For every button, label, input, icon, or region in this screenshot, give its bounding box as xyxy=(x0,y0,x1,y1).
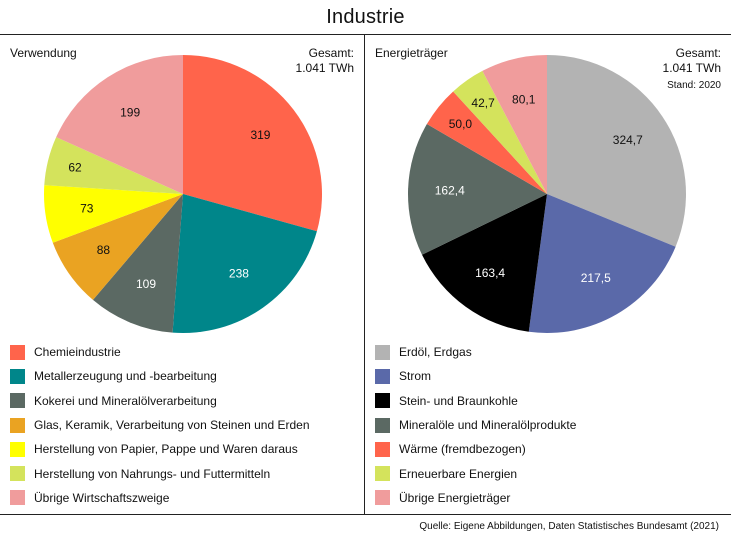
total-box: Gesamt: 1.041 TWh Stand: 2020 xyxy=(663,46,721,93)
pie-slice-erneuerbare-energien xyxy=(453,70,547,194)
total-value: 1.041 TWh xyxy=(662,61,721,75)
legend-swatch xyxy=(10,441,25,457)
legend-swatch xyxy=(375,490,390,506)
legend-item-erneuerbare-energien: Erneuerbare Energien xyxy=(375,461,576,485)
pie-slice-metallerzeugung-und-bearbeitung xyxy=(172,194,317,333)
legend-item-chemieindustrie: Chemieindustrie xyxy=(10,340,310,364)
pie-chart-verwendung: 319 238 109 88 73 62 199 xyxy=(43,55,322,333)
pie-slice-strom xyxy=(528,194,676,333)
legend-swatch xyxy=(375,441,390,457)
top-divider xyxy=(0,34,731,35)
legend-item-herstellung-von-nahrungs-und-futtermitteln: Herstellung von Nahrungs- und Futtermitt… xyxy=(10,461,310,485)
data-label-chemieindustrie: 319 xyxy=(250,128,270,142)
legend-swatch xyxy=(10,417,25,433)
legend-item-uebrige-wirtschaftszweige: Übrige Wirtschaftszweige xyxy=(10,486,310,510)
source-note: Quelle: Eigene Abbildungen, Daten Statis… xyxy=(419,521,719,532)
legend-item-stein-und-braunkohle: Stein- und Braunkohle xyxy=(375,389,576,413)
legend-label: Glas, Keramik, Verarbeitung von Steinen … xyxy=(34,418,310,433)
legend-item-uebrige-energietraeger: Übrige Energieträger xyxy=(375,486,576,510)
panel-energietraeger: Energieträger Gesamt: 1.041 TWh Stand: 2… xyxy=(365,35,731,514)
pie-slice-herstellung-von-papier-pappe-und-waren-daraus xyxy=(43,185,183,243)
legend-label: Wärme (fremdbezogen) xyxy=(399,442,526,457)
legend-item-glas-keramik-verarbeitung-von-steinen-und-erden: Glas, Keramik, Verarbeitung von Steinen … xyxy=(10,413,310,437)
legend-label: Chemieindustrie xyxy=(34,345,121,360)
total-box: Gesamt: 1.041 TWh xyxy=(296,46,354,76)
panel-divider xyxy=(364,34,365,514)
legend-label: Kokerei und Mineralölverarbeitung xyxy=(34,393,217,408)
legend-verwendung: Chemieindustrie Metallerzeugung und -bear… xyxy=(10,340,310,510)
pie-slice-waerme-fremdbezogen xyxy=(426,91,547,194)
data-label-erdoel-erdgas: 324,7 xyxy=(613,133,643,147)
legend-swatch xyxy=(375,417,390,433)
data-label-mineraloele-und-mineraloelprodukte: 162,4 xyxy=(435,183,465,197)
data-label-uebrige-wirtschaftszweige: 199 xyxy=(120,105,140,119)
pie-chart-energietraeger: 324,7 217,5 163,4 162,4 50,0 42,7 80,1 xyxy=(408,55,686,333)
data-label-herstellung-von-papier-pappe-und-waren-daraus: 73 xyxy=(80,201,94,215)
legend-label: Erneuerbare Energien xyxy=(399,466,518,481)
panel-title: Verwendung xyxy=(10,46,77,60)
legend-energietraeger: Erdöl, Erdgas Strom Stein- und Braunkohle M… xyxy=(375,340,576,510)
data-label-uebrige-energietraeger: 80,1 xyxy=(512,93,536,107)
legend-swatch xyxy=(10,344,25,360)
legend-swatch xyxy=(10,466,25,482)
stand-label: Stand: 2020 xyxy=(667,80,721,91)
pie-slice-glas-keramik-verarbeitung-von-steinen-und-erden xyxy=(52,194,183,300)
data-label-kokerei-und-mineraloelverarbeitung: 109 xyxy=(136,277,156,291)
legend-swatch xyxy=(375,393,390,409)
legend-label: Herstellung von Nahrungs- und Futtermitt… xyxy=(34,466,271,481)
data-label-waerme-fremdbezogen: 50,0 xyxy=(449,117,473,131)
legend-item-metallerzeugung-und-bearbeitung: Metallerzeugung und -bearbeitung xyxy=(10,364,310,388)
data-label-metallerzeugung-und-bearbeitung: 238 xyxy=(229,267,249,281)
bottom-divider xyxy=(0,514,731,515)
legend-swatch xyxy=(10,393,25,409)
legend-label: Mineralöle und Mineralölprodukte xyxy=(399,418,577,433)
pie-slice-erdoel-erdgas xyxy=(547,55,686,247)
panel-verwendung: Verwendung Gesamt: 1.041 TWh 319 238 109 88… xyxy=(0,35,364,514)
legend-label: Metallerzeugung und -bearbeitung xyxy=(34,369,217,384)
legend-swatch xyxy=(375,344,390,360)
legend-item-kokerei-und-mineraloelverarbeitung: Kokerei und Mineralölverarbeitung xyxy=(10,389,310,413)
data-label-strom: 217,5 xyxy=(581,271,611,285)
data-label-glas-keramik-verarbeitung-von-steinen-und-erden: 88 xyxy=(97,243,111,257)
figure-title: Industrie xyxy=(326,6,405,28)
legend-swatch xyxy=(375,368,390,384)
legend-label: Erdöl, Erdgas xyxy=(399,345,472,360)
pie-slice-uebrige-energietraeger xyxy=(482,55,547,194)
legend-item-mineraloele-und-mineraloelprodukte: Mineralöle und Mineralölprodukte xyxy=(375,413,576,437)
pie-slice-stein-und-braunkohle xyxy=(422,194,547,332)
legend-swatch xyxy=(10,368,25,384)
legend-label: Übrige Wirtschaftszweige xyxy=(34,490,170,505)
pie-slice-kokerei-und-mineraloelverarbeitung xyxy=(92,194,183,333)
panel-title: Energieträger xyxy=(375,46,448,60)
total-value: 1.041 TWh xyxy=(295,61,354,75)
legend-label: Übrige Energieträger xyxy=(399,490,511,505)
data-label-stein-und-braunkohle: 163,4 xyxy=(475,266,505,280)
pie-slice-uebrige-wirtschaftszweige xyxy=(56,55,183,194)
pie-slice-mineraloele-und-mineraloelprodukte xyxy=(408,124,547,255)
pie-slice-herstellung-von-nahrungs-und-futtermitteln xyxy=(44,137,183,194)
legend-label: Stein- und Braunkohle xyxy=(399,393,518,408)
data-label-erneuerbare-energien: 42,7 xyxy=(471,96,495,110)
pie-slice-chemieindustrie xyxy=(183,55,322,232)
legend-item-waerme-fremdbezogen: Wärme (fremdbezogen) xyxy=(375,437,576,461)
legend-label: Strom xyxy=(399,369,432,384)
legend-label: Herstellung von Papier, Pappe und Waren … xyxy=(34,442,298,457)
legend-swatch xyxy=(375,466,390,482)
legend-item-erdoel-erdgas: Erdöl, Erdgas xyxy=(375,340,576,364)
legend-item-strom: Strom xyxy=(375,364,576,388)
legend-item-herstellung-von-papier-pappe-und-waren-daraus: Herstellung von Papier, Pappe und Waren … xyxy=(10,437,310,461)
total-label: Gesamt: xyxy=(308,46,354,60)
total-label: Gesamt: xyxy=(675,46,721,60)
data-label-herstellung-von-nahrungs-und-futtermitteln: 62 xyxy=(68,160,82,174)
legend-swatch xyxy=(10,490,25,506)
